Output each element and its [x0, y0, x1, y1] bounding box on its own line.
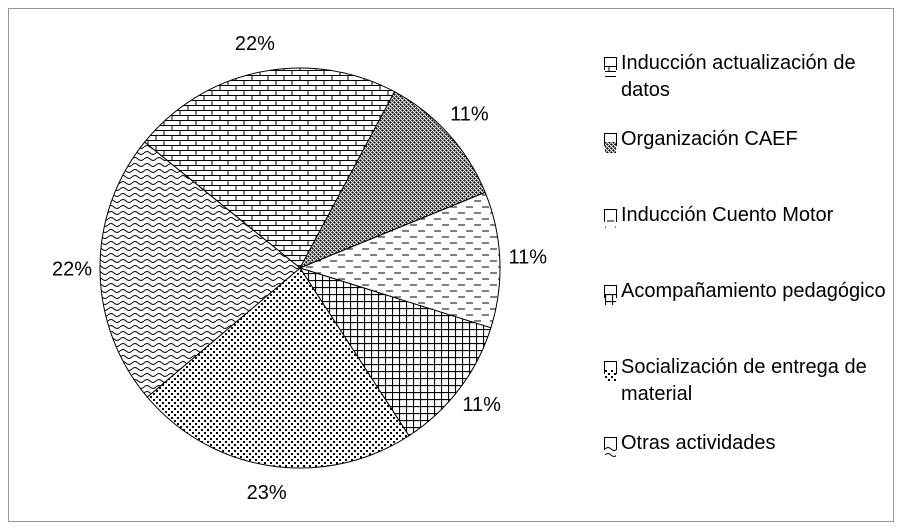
pie-slice	[99, 141, 301, 398]
legend-entry: Otras actividades	[604, 430, 896, 457]
legend-label: Organización CAEF	[621, 128, 798, 150]
legend-entry: Acompañamiento pedagógico	[604, 278, 896, 305]
chart-frame	[8, 8, 894, 522]
legend-entry: Inducción Cuento Motor	[604, 202, 896, 229]
legend-swatch	[604, 361, 617, 381]
data-label: 11%	[462, 394, 501, 416]
pie-slice	[298, 267, 492, 437]
legend-swatch	[604, 437, 617, 457]
legend-entry: Inducción actualización de datos	[604, 50, 896, 104]
pie-slice	[298, 91, 486, 269]
legend-label: Otras actividades	[621, 432, 776, 454]
legend-swatch	[604, 133, 617, 153]
legend-label: Socialización de entrega de material	[621, 356, 867, 405]
legend-entry: Organización CAEF	[604, 126, 896, 153]
legend-swatch	[604, 209, 617, 229]
data-label: 22%	[235, 33, 275, 55]
data-label: 11%	[509, 247, 548, 269]
data-label: 22%	[52, 259, 92, 281]
legend-swatch	[604, 285, 617, 305]
pie-slice	[298, 191, 501, 329]
legend-label: Acompañamiento pedagógico	[621, 280, 886, 302]
data-label: 11%	[450, 104, 489, 126]
pie-slice	[143, 67, 396, 269]
legend-swatch	[604, 57, 617, 77]
data-label: 23%	[247, 482, 287, 504]
legend-label: Inducción Cuento Motor	[621, 204, 834, 226]
pie-slice	[146, 267, 410, 469]
legend-entry: Socialización de entrega de material	[604, 354, 896, 408]
legend-label: Inducción actualización de datos	[621, 52, 856, 101]
